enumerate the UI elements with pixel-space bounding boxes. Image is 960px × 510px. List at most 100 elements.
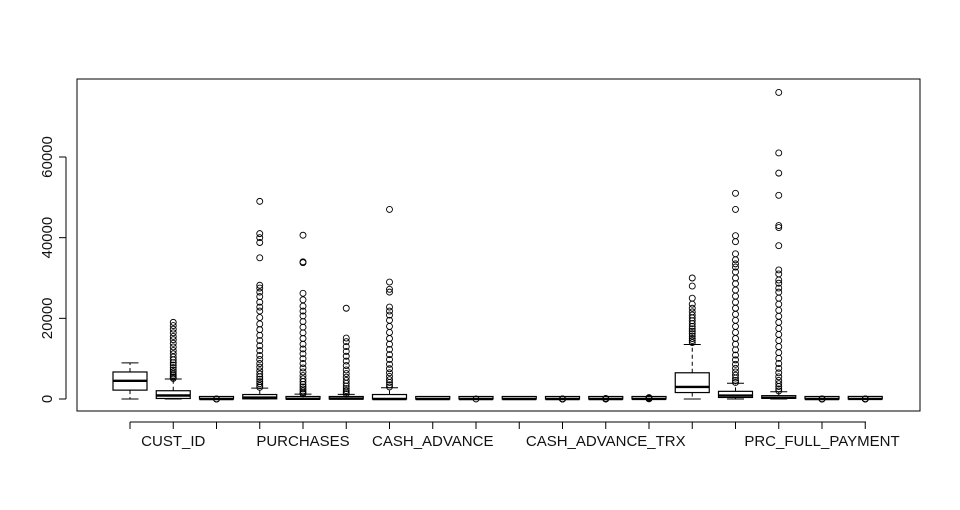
outlier-point	[256, 293, 264, 301]
box-9	[458, 395, 494, 403]
box-8	[415, 395, 451, 401]
outlier-point	[256, 382, 264, 390]
iqr-box	[674, 372, 710, 394]
outlier-point	[732, 360, 739, 368]
box-15	[717, 189, 754, 400]
outlier-point	[256, 307, 264, 315]
box-6	[328, 304, 364, 400]
outlier-point	[732, 189, 739, 197]
outlier-point	[299, 258, 307, 266]
outlier-point	[169, 333, 177, 340]
outlier-point	[256, 363, 264, 371]
box-11	[544, 395, 581, 403]
outlier-point	[299, 302, 307, 310]
y-tick-label: 0	[39, 395, 56, 403]
outlier-point	[688, 330, 696, 338]
outlier-point	[299, 345, 307, 353]
outlier-point	[299, 318, 307, 326]
outlier-point	[775, 300, 783, 308]
outlier-point	[256, 254, 264, 262]
outlier-point	[386, 356, 393, 363]
outlier-point	[688, 308, 696, 316]
outlier-point	[386, 365, 393, 373]
outlier-point	[775, 266, 783, 274]
outlier-point	[732, 238, 739, 246]
outlier-point	[386, 372, 393, 380]
outlier-point	[688, 304, 696, 312]
outlier-point	[256, 380, 264, 388]
outlier-point	[342, 338, 350, 346]
outlier-point	[386, 376, 393, 384]
outlier-point	[299, 323, 307, 331]
outlier-point	[775, 294, 783, 302]
outlier-point	[732, 379, 739, 386]
outlier-point	[169, 361, 177, 369]
outlier-point	[775, 376, 783, 384]
outlier-point	[775, 279, 783, 287]
outlier-point	[688, 325, 696, 333]
box-13	[631, 394, 667, 403]
x-tick-label: CASH_ADVANCE	[372, 433, 493, 450]
outlier-point	[256, 197, 264, 205]
outlier-point	[299, 385, 307, 393]
outlier-point	[299, 383, 307, 391]
y-tick-label: 40000	[39, 217, 56, 259]
outlier-point	[169, 322, 177, 330]
outlier-point	[732, 280, 739, 288]
outlier-point	[256, 288, 264, 296]
outlier-point	[775, 387, 783, 395]
outlier-point	[688, 311, 696, 319]
outlier-point	[775, 331, 783, 338]
outlier-point	[256, 230, 264, 238]
outlier-point	[732, 340, 739, 348]
outlier-point	[256, 303, 264, 311]
box-3	[198, 395, 235, 403]
x-tick-label: PURCHASES	[256, 433, 349, 450]
outlier-point	[256, 239, 264, 246]
outlier-point	[732, 292, 739, 300]
outlier-point	[299, 375, 307, 383]
plot-frame	[76, 78, 921, 412]
outlier-point	[775, 270, 783, 278]
outlier-point	[386, 205, 393, 213]
outlier-point	[256, 356, 264, 363]
outlier-point	[386, 369, 393, 377]
outlier-point	[386, 345, 393, 353]
x-tick-label: CASH_ADVANCE_TRX	[526, 433, 686, 450]
outlier-point	[386, 351, 393, 359]
outlier-point	[342, 347, 350, 355]
box-1	[112, 362, 148, 400]
outlier-point	[299, 296, 307, 304]
outlier-point	[299, 231, 307, 239]
y-axis: 0 20000 40000 60000	[39, 136, 66, 403]
outlier-point	[732, 322, 739, 330]
outlier-point	[256, 360, 264, 367]
outlier-point	[688, 337, 696, 344]
outlier-point	[818, 395, 826, 403]
outlier-point	[775, 89, 783, 96]
x-axis: CUST_ID PURCHASES CASH_ADVANCE CASH_ADVANCE…	[129, 422, 900, 450]
outlier-point	[342, 385, 350, 392]
outlier-point	[169, 368, 177, 376]
outlier-point	[732, 376, 739, 384]
outlier-point	[342, 334, 350, 342]
outlier-point	[386, 278, 393, 286]
outlier-point	[299, 364, 307, 372]
outlier-point	[169, 325, 177, 333]
y-tick-label: 60000	[39, 136, 56, 178]
outlier-point	[256, 367, 264, 375]
outlier-point	[386, 303, 393, 311]
outlier-point	[775, 224, 783, 232]
outlier-point	[299, 368, 307, 376]
outlier-point	[732, 263, 739, 271]
outlier-point	[732, 356, 739, 364]
outlier-point	[169, 347, 177, 355]
outlier-point	[861, 395, 869, 403]
outlier-point	[386, 322, 393, 330]
outlier-point	[386, 381, 393, 389]
box-18	[847, 395, 883, 403]
outlier-point	[732, 268, 739, 276]
outlier-point	[775, 337, 783, 344]
outlier-point	[775, 288, 783, 296]
outlier-point	[732, 304, 739, 312]
